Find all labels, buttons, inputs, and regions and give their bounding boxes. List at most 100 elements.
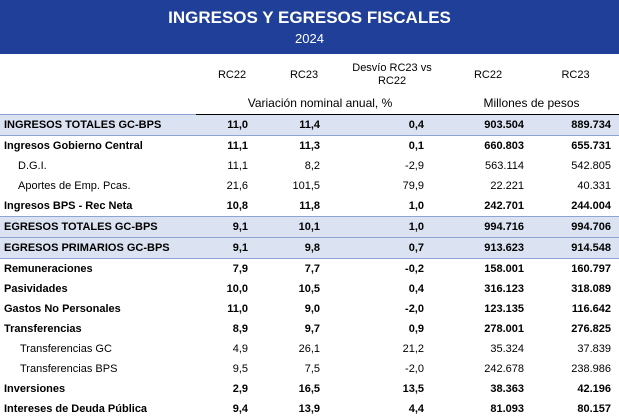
cell-deviation: -2,9 xyxy=(405,160,424,172)
cell-rc22-var: 11,0 xyxy=(227,303,248,315)
cell-deviation: 0,4 xyxy=(340,114,444,136)
cell-rc22-var: 11,1 xyxy=(227,140,248,152)
cell-rc22-var: 9,5 xyxy=(232,363,248,375)
cell-rc22-var: 21,6 xyxy=(226,180,248,192)
cell-rc22-var: 10,8 xyxy=(226,200,248,212)
row-label: Ingresos Gobierno Central xyxy=(4,140,143,152)
header-blank xyxy=(0,58,196,92)
cell-rc22-millions: 81.093 xyxy=(490,403,524,415)
cell-deviation: 4,4 xyxy=(408,403,424,415)
header-deviation: Desvío RC23 vs RC22 xyxy=(352,62,432,87)
cell-rc23-millions: 542.805 xyxy=(571,160,611,172)
cell-rc23-var: 11,8 xyxy=(299,200,320,212)
cell-rc23-var: 26,1 xyxy=(298,343,320,355)
cell-deviation: -0,2 xyxy=(405,263,424,275)
cell-rc22-var: 4,9 xyxy=(232,343,248,355)
cell-rc23-var: 9,0 xyxy=(304,303,320,315)
subheader-millions: Millones de pesos xyxy=(444,92,619,115)
cell-deviation: 0,1 xyxy=(408,140,424,152)
table-year: 2024 xyxy=(295,31,324,46)
cell-rc23-millions: 318.089 xyxy=(571,283,611,295)
row-label: Aportes de Emp. Pcas. xyxy=(18,180,131,192)
cell-rc23-millions: 276.825 xyxy=(571,323,611,335)
cell-rc23-var: 9,7 xyxy=(304,323,320,335)
cell-rc22-var: 11,1 xyxy=(227,160,248,172)
table-row: Ingresos Gobierno Central 11,1 11,3 0,1 … xyxy=(0,136,619,157)
cell-rc23-var: 10,1 xyxy=(268,216,340,238)
table-row: Intereses de Deuda Pública 9,4 13,9 4,4 … xyxy=(0,399,619,419)
cell-rc23-var: 7,7 xyxy=(304,263,320,275)
cell-rc23-millions: 40.331 xyxy=(577,180,611,192)
cell-rc22-millions: 123.135 xyxy=(484,303,524,315)
cell-deviation: -2,0 xyxy=(405,303,424,315)
cell-rc23-var: 8,2 xyxy=(304,160,320,172)
cell-deviation: 1,0 xyxy=(340,216,444,238)
cell-rc23-var: 10,5 xyxy=(298,283,320,295)
header-rc22-millions: RC22 xyxy=(473,68,503,81)
row-label: Transferencias BPS xyxy=(20,363,118,375)
table-row: EGRESOS PRIMARIOS GC-BPS 9,1 9,8 0,7 913… xyxy=(0,237,619,259)
header-rc23-variation: RC23 xyxy=(289,68,319,81)
cell-rc23-millions: 42.196 xyxy=(577,383,611,395)
cell-rc23-var: 9,8 xyxy=(268,237,340,259)
cell-rc22-millions: 38.363 xyxy=(490,383,524,395)
cell-rc23-millions: 889.734 xyxy=(532,114,619,136)
cell-deviation: 0,4 xyxy=(408,283,424,295)
cell-rc22-var: 8,9 xyxy=(232,323,248,335)
table-row: Transferencias BPS 9,5 7,5 -2,0 242.678 … xyxy=(0,359,619,379)
table-row: Transferencias GC 4,9 26,1 21,2 35.324 3… xyxy=(0,339,619,359)
cell-rc22-millions: 913.623 xyxy=(444,237,532,259)
cell-rc22-millions: 903.504 xyxy=(444,114,532,136)
table-row: Aportes de Emp. Pcas. 21,6 101,5 79,9 22… xyxy=(0,176,619,196)
cell-rc22-millions: 316.123 xyxy=(484,283,524,295)
table-row: D.G.I. 11,1 8,2 -2,9 563.114 542.805 xyxy=(0,156,619,176)
cell-deviation: 21,2 xyxy=(402,343,424,355)
cell-rc22-millions: 660.803 xyxy=(484,140,524,152)
cell-rc22-millions: 22.221 xyxy=(490,180,524,192)
row-label: INGRESOS TOTALES GC-BPS xyxy=(0,114,196,136)
cell-rc23-var: 16,5 xyxy=(298,383,320,395)
table-title: INGRESOS Y EGRESOS FISCALES xyxy=(168,8,451,27)
table-row: INGRESOS TOTALES GC-BPS 11,0 11,4 0,4 90… xyxy=(0,114,619,136)
table-row: EGRESOS TOTALES GC-BPS 9,1 10,1 1,0 994.… xyxy=(0,216,619,238)
row-label: Inversiones xyxy=(4,383,66,395)
cell-rc23-var: 11,3 xyxy=(299,140,320,152)
cell-rc23-millions: 160.797 xyxy=(571,263,611,275)
cell-rc22-millions: 242.678 xyxy=(484,363,524,375)
cell-deviation: 79,9 xyxy=(402,180,424,192)
cell-rc22-millions: 242.701 xyxy=(484,200,524,212)
cell-rc23-var: 7,5 xyxy=(304,363,320,375)
cell-rc23-millions: 994.706 xyxy=(532,216,619,238)
row-label: D.G.I. xyxy=(18,160,47,172)
table-row: Inversiones 2,9 16,5 13,5 38.363 42.196 xyxy=(0,379,619,399)
subheader-row: Variación nominal anual, % Millones de p… xyxy=(0,92,619,115)
table-row: Ingresos BPS - Rec Neta 10,8 11,8 1,0 24… xyxy=(0,196,619,217)
table-row: Transferencias 8,9 9,7 0,9 278.001 276.8… xyxy=(0,319,619,339)
cell-rc22-var: 9,1 xyxy=(196,237,268,259)
cell-rc22-var: 9,1 xyxy=(196,216,268,238)
subheader-blank xyxy=(0,92,196,115)
cell-rc23-var: 13,9 xyxy=(298,403,320,415)
header-row: RC22 RC23 Desvío RC23 vs RC22 RC22 RC23 xyxy=(0,58,619,92)
cell-rc22-var: 2,9 xyxy=(232,383,248,395)
cell-deviation: 0,7 xyxy=(340,237,444,259)
row-label: Transferencias xyxy=(4,323,82,335)
row-label: Gastos No Personales xyxy=(4,303,121,315)
cell-rc23-millions: 244.004 xyxy=(571,200,611,212)
cell-rc23-millions: 655.731 xyxy=(571,140,611,152)
cell-rc22-var: 9,4 xyxy=(232,403,248,415)
cell-deviation: -2,0 xyxy=(405,363,424,375)
subheader-variation: Variación nominal anual, % xyxy=(196,92,444,115)
fiscal-table: RC22 RC23 Desvío RC23 vs RC22 RC22 RC23 … xyxy=(0,58,619,419)
cell-rc23-millions: 914.548 xyxy=(532,237,619,259)
row-label: Intereses de Deuda Pública xyxy=(4,403,148,415)
row-label: Remuneraciones xyxy=(4,263,93,275)
cell-deviation: 0,9 xyxy=(408,323,424,335)
cell-rc22-millions: 563.114 xyxy=(485,160,524,172)
cell-rc22-millions: 35.324 xyxy=(490,343,524,355)
cell-rc22-millions: 278.001 xyxy=(484,323,524,335)
cell-rc23-millions: 238.986 xyxy=(571,363,611,375)
cell-rc23-millions: 80.157 xyxy=(577,403,611,415)
cell-deviation: 13,5 xyxy=(402,383,424,395)
row-label: Transferencias GC xyxy=(20,343,112,355)
